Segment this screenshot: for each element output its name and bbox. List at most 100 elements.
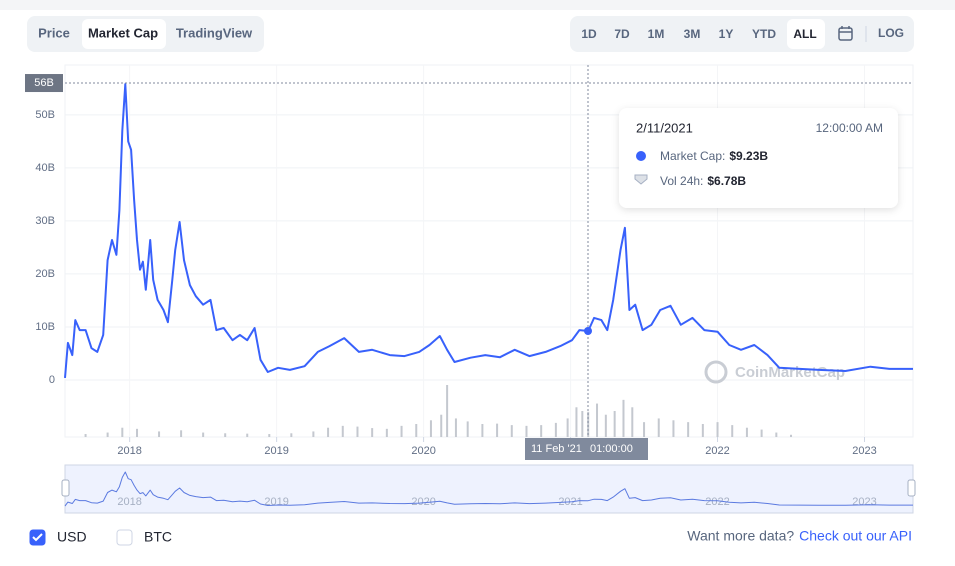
y-tick-label: 10B xyxy=(35,321,55,333)
crosshair-y-label: 56B xyxy=(34,77,54,89)
volume-bar xyxy=(158,431,161,437)
volume-bar xyxy=(180,430,183,437)
market-cap-line xyxy=(64,83,913,378)
volume-bar xyxy=(581,411,584,437)
navigator-year: 2019 xyxy=(264,496,288,508)
y-tick-label: 30B xyxy=(35,215,55,227)
hover-point xyxy=(584,327,592,335)
watermark: CoinMarketCap xyxy=(735,364,845,381)
crosshair-time: 01:00:00 xyxy=(590,443,633,455)
range-button[interactable]: 3M xyxy=(684,27,701,41)
volume-bar xyxy=(596,403,599,437)
x-tick-label: 2018 xyxy=(117,445,141,457)
navigator[interactable] xyxy=(64,464,914,514)
tooltip-dot xyxy=(636,151,646,161)
volume-bar xyxy=(246,433,249,437)
api-link[interactable]: Check out our API xyxy=(799,528,912,544)
active-range xyxy=(787,19,825,49)
volume-bar xyxy=(106,432,109,437)
range-button[interactable]: 1D xyxy=(581,27,597,41)
volume-bar xyxy=(312,431,315,437)
range-button[interactable]: 1M xyxy=(648,27,665,41)
y-tick-label: 0 xyxy=(49,374,55,386)
navigator-year: 2022 xyxy=(705,496,729,508)
x-tick-label: 2023 xyxy=(852,445,876,457)
volume-bar xyxy=(716,422,719,437)
volume-bar xyxy=(575,407,578,437)
volume-bar xyxy=(466,421,469,437)
tab[interactable]: Market Cap xyxy=(88,25,158,40)
volume-bar xyxy=(587,411,590,437)
range-button[interactable]: YTD xyxy=(752,27,776,41)
tooltip xyxy=(619,108,898,208)
currency-label: BTC xyxy=(144,529,172,545)
volume-bar xyxy=(202,432,205,437)
crosshair-x-label: 11 Feb '21 xyxy=(531,443,582,455)
navigator-year: 2020 xyxy=(411,496,435,508)
volume-bar xyxy=(622,399,625,437)
volume-bar xyxy=(760,429,763,437)
volume-bar xyxy=(121,427,124,437)
checkmark xyxy=(32,533,43,542)
active-tab xyxy=(82,19,166,49)
volume-bar xyxy=(84,434,87,437)
volume-bar xyxy=(371,428,374,437)
navigator-line xyxy=(64,471,913,507)
volume-bar xyxy=(400,425,403,437)
volume-bar xyxy=(510,425,513,437)
volume-bar xyxy=(790,434,793,437)
checkbox[interactable] xyxy=(116,529,133,546)
volume-bar xyxy=(136,428,139,437)
log-toggle[interactable]: LOG xyxy=(878,26,904,40)
volume-bar xyxy=(613,411,616,437)
volume-bar xyxy=(566,418,569,437)
range-button[interactable]: 7D xyxy=(614,27,630,41)
navigator-year: 2023 xyxy=(852,496,876,508)
tooltip-label: Market Cap: xyxy=(660,149,725,163)
volume-bar xyxy=(604,414,607,437)
volume-bar xyxy=(745,427,748,437)
watermark-logo xyxy=(704,360,728,384)
y-tick-label: 40B xyxy=(35,162,55,174)
x-tick-label: 2019 xyxy=(264,445,288,457)
volume-bar xyxy=(446,385,449,437)
volume-bar xyxy=(341,425,344,437)
volume-bar xyxy=(440,414,443,437)
range-button[interactable]: ALL xyxy=(793,27,816,41)
currency-label: USD xyxy=(57,529,87,545)
y-tick-label: 20B xyxy=(35,268,55,280)
volume-bar xyxy=(775,432,778,437)
plot-frame xyxy=(64,64,914,438)
tooltip-time: 12:00:00 AM xyxy=(816,121,883,135)
volume-bar xyxy=(327,427,330,437)
crosshair-y-box xyxy=(25,74,63,93)
navigator-handle[interactable] xyxy=(61,479,70,497)
range-button[interactable]: 1Y xyxy=(719,27,734,41)
calendar-icon[interactable] xyxy=(838,26,853,41)
volume-bar xyxy=(481,424,484,437)
tab[interactable]: Price xyxy=(38,25,70,40)
y-tick-label: 50B xyxy=(35,109,55,121)
volume-bar xyxy=(643,422,646,437)
x-tick-label: 2022 xyxy=(705,445,729,457)
crosshair-x-box xyxy=(525,438,648,460)
footer-prompt: Want more data? xyxy=(687,528,794,544)
volume-bar xyxy=(701,424,704,437)
tooltip-value: $9.23B xyxy=(729,149,768,163)
navigator-handle[interactable] xyxy=(907,479,916,497)
volume-bar xyxy=(290,433,293,437)
volume-bar xyxy=(415,424,418,437)
volume-bar xyxy=(385,428,388,437)
volume-bar xyxy=(631,407,634,437)
tooltip-value: $6.78B xyxy=(707,174,746,188)
tooltip-vol-icon xyxy=(634,174,648,185)
volume-bar xyxy=(268,434,271,437)
volume-bar xyxy=(429,420,432,437)
navigator-year: 2018 xyxy=(117,496,141,508)
volume-bar xyxy=(731,425,734,437)
volume-bar xyxy=(687,422,690,437)
tab[interactable]: TradingView xyxy=(176,25,253,40)
tooltip-date: 2/11/2021 xyxy=(636,120,693,135)
tooltip-label: Vol 24h: xyxy=(660,174,703,188)
